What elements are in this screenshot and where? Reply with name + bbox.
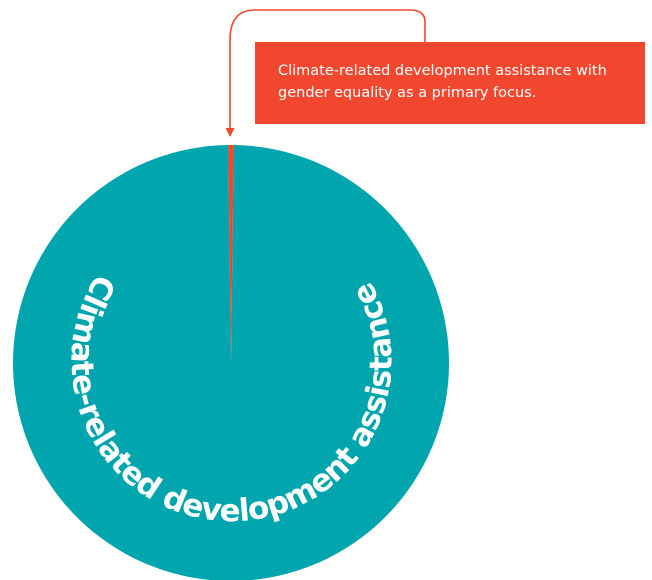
callout-box: Climate-related development assistance w…	[255, 42, 645, 124]
pie-slice	[13, 145, 449, 580]
pie-slice	[228, 144, 234, 363]
callout-arrow	[225, 128, 235, 137]
callout-line	[229, 9, 426, 130]
pie	[13, 144, 449, 580]
